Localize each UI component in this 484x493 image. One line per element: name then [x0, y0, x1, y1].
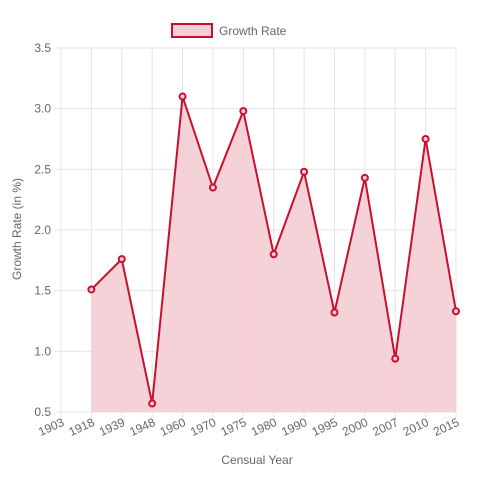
x-tick-label: 2007	[370, 415, 400, 439]
y-tick-label: 2.5	[34, 162, 51, 176]
x-tick-label: 2015	[431, 415, 461, 439]
data-point[interactable]	[452, 307, 460, 316]
data-point[interactable]	[300, 167, 309, 176]
y-tick-label: 3.0	[34, 102, 51, 116]
data-point[interactable]	[117, 255, 126, 264]
x-tick-labels: 1903 1918 1939 1948 1960 1970 1975 1980 1990 1995…	[36, 415, 461, 439]
y-tick-label: 1.5	[34, 284, 51, 298]
x-tick-label: 1990	[279, 415, 309, 439]
y-tick-label: 0.5	[34, 405, 51, 419]
data-point[interactable]	[360, 173, 369, 182]
legend[interactable]: Growth Rate	[171, 23, 287, 38]
x-tick-label: 2010	[401, 415, 431, 439]
legend-label[interactable]: Growth Rate	[219, 24, 287, 38]
y-tick-label: 1.0	[34, 344, 51, 358]
data-point[interactable]	[208, 183, 217, 192]
x-tick-label: 1918	[67, 415, 97, 439]
data-point[interactable]	[391, 354, 400, 363]
data-point[interactable]	[239, 107, 248, 116]
x-tick-label: 1980	[249, 415, 279, 439]
point-layer	[87, 92, 460, 408]
x-tick-label: 2000	[340, 415, 370, 439]
data-point[interactable]	[87, 285, 96, 294]
data-point[interactable]	[421, 135, 430, 143]
y-axis-title: Growth Rate (in %)	[10, 178, 24, 280]
legend-swatch[interactable]	[171, 23, 213, 38]
x-tick-label: 1939	[97, 415, 127, 439]
x-tick-label: 1948	[127, 415, 157, 439]
x-tick-label: 1975	[218, 415, 248, 439]
y-tick-label: 2.0	[34, 223, 51, 237]
x-axis-title: Censual Year	[221, 453, 292, 467]
x-tick-label: 1960	[158, 415, 188, 439]
y-tick-label: 3.5	[34, 41, 51, 55]
data-point[interactable]	[148, 399, 157, 408]
data-point[interactable]	[269, 250, 278, 259]
data-point[interactable]	[330, 308, 339, 317]
y-tick-labels: 0.5 1.0 1.5 2.0 2.5 3.0 3.5	[34, 41, 51, 419]
data-point[interactable]	[178, 92, 187, 101]
x-tick-label: 1970	[188, 415, 218, 439]
x-tick-label: 1995	[310, 415, 340, 439]
